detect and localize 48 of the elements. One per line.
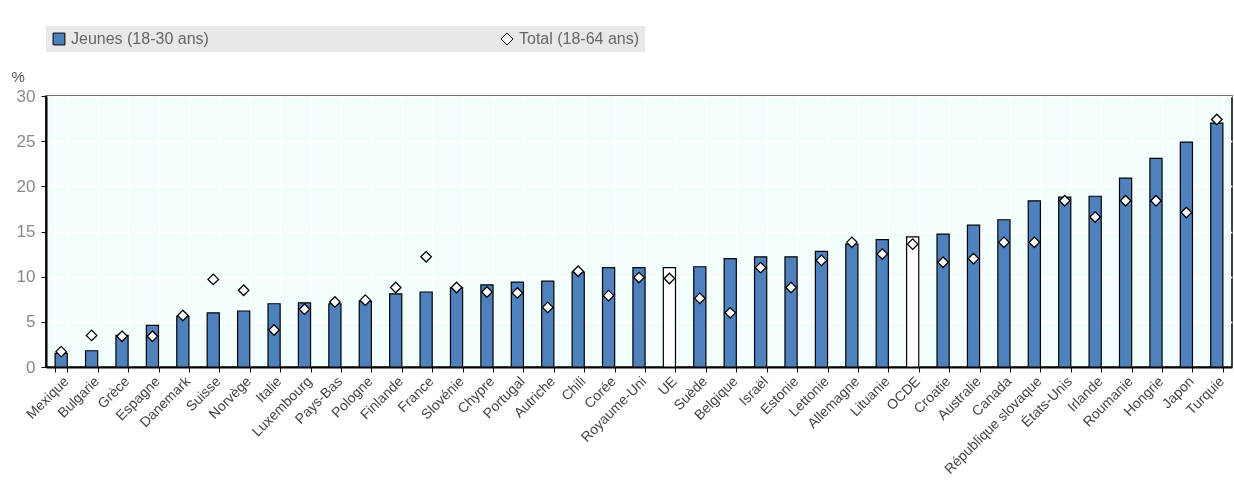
point bbox=[1058, 194, 1071, 207]
point bbox=[967, 252, 980, 265]
y-tick-label: 0 bbox=[26, 357, 36, 377]
y-tick-label: 15 bbox=[16, 222, 36, 241]
point bbox=[602, 289, 615, 302]
point bbox=[1150, 194, 1162, 207]
point bbox=[389, 281, 402, 294]
point bbox=[116, 330, 128, 343]
y-tick-label: 25 bbox=[16, 131, 36, 151]
point bbox=[937, 256, 949, 269]
y-tick-label: 30 bbox=[16, 86, 36, 106]
point bbox=[176, 309, 189, 322]
point bbox=[450, 281, 463, 294]
point bbox=[1180, 206, 1193, 219]
y-tick-label: 10 bbox=[16, 267, 36, 287]
point bbox=[572, 265, 585, 278]
point bbox=[146, 330, 159, 343]
point bbox=[207, 273, 220, 286]
legend-label: Total (18-64 ans) bbox=[519, 30, 640, 47]
point bbox=[329, 296, 341, 308]
point bbox=[876, 248, 889, 260]
y-tick-label: 20 bbox=[16, 176, 36, 196]
legend-label: Jeunes (18-30 ans) bbox=[71, 30, 209, 47]
point bbox=[1028, 236, 1041, 249]
point bbox=[1210, 113, 1223, 126]
point bbox=[359, 294, 372, 307]
point bbox=[85, 329, 98, 342]
point bbox=[815, 254, 828, 267]
y-axis-title: % bbox=[11, 67, 25, 85]
point bbox=[906, 238, 919, 251]
point bbox=[724, 306, 737, 319]
point bbox=[845, 236, 858, 249]
point bbox=[420, 250, 433, 263]
point bbox=[754, 261, 767, 274]
point bbox=[785, 281, 797, 294]
point bbox=[511, 287, 524, 299]
point bbox=[481, 286, 493, 298]
point bbox=[541, 301, 554, 314]
point bbox=[1119, 194, 1132, 207]
point bbox=[998, 236, 1010, 249]
point bbox=[663, 272, 676, 285]
point bbox=[298, 303, 311, 316]
y-tick-label: 5 bbox=[26, 312, 36, 332]
point bbox=[633, 271, 645, 284]
point bbox=[55, 345, 68, 358]
point bbox=[1089, 211, 1102, 223]
point bbox=[237, 284, 250, 297]
point bbox=[693, 292, 706, 305]
